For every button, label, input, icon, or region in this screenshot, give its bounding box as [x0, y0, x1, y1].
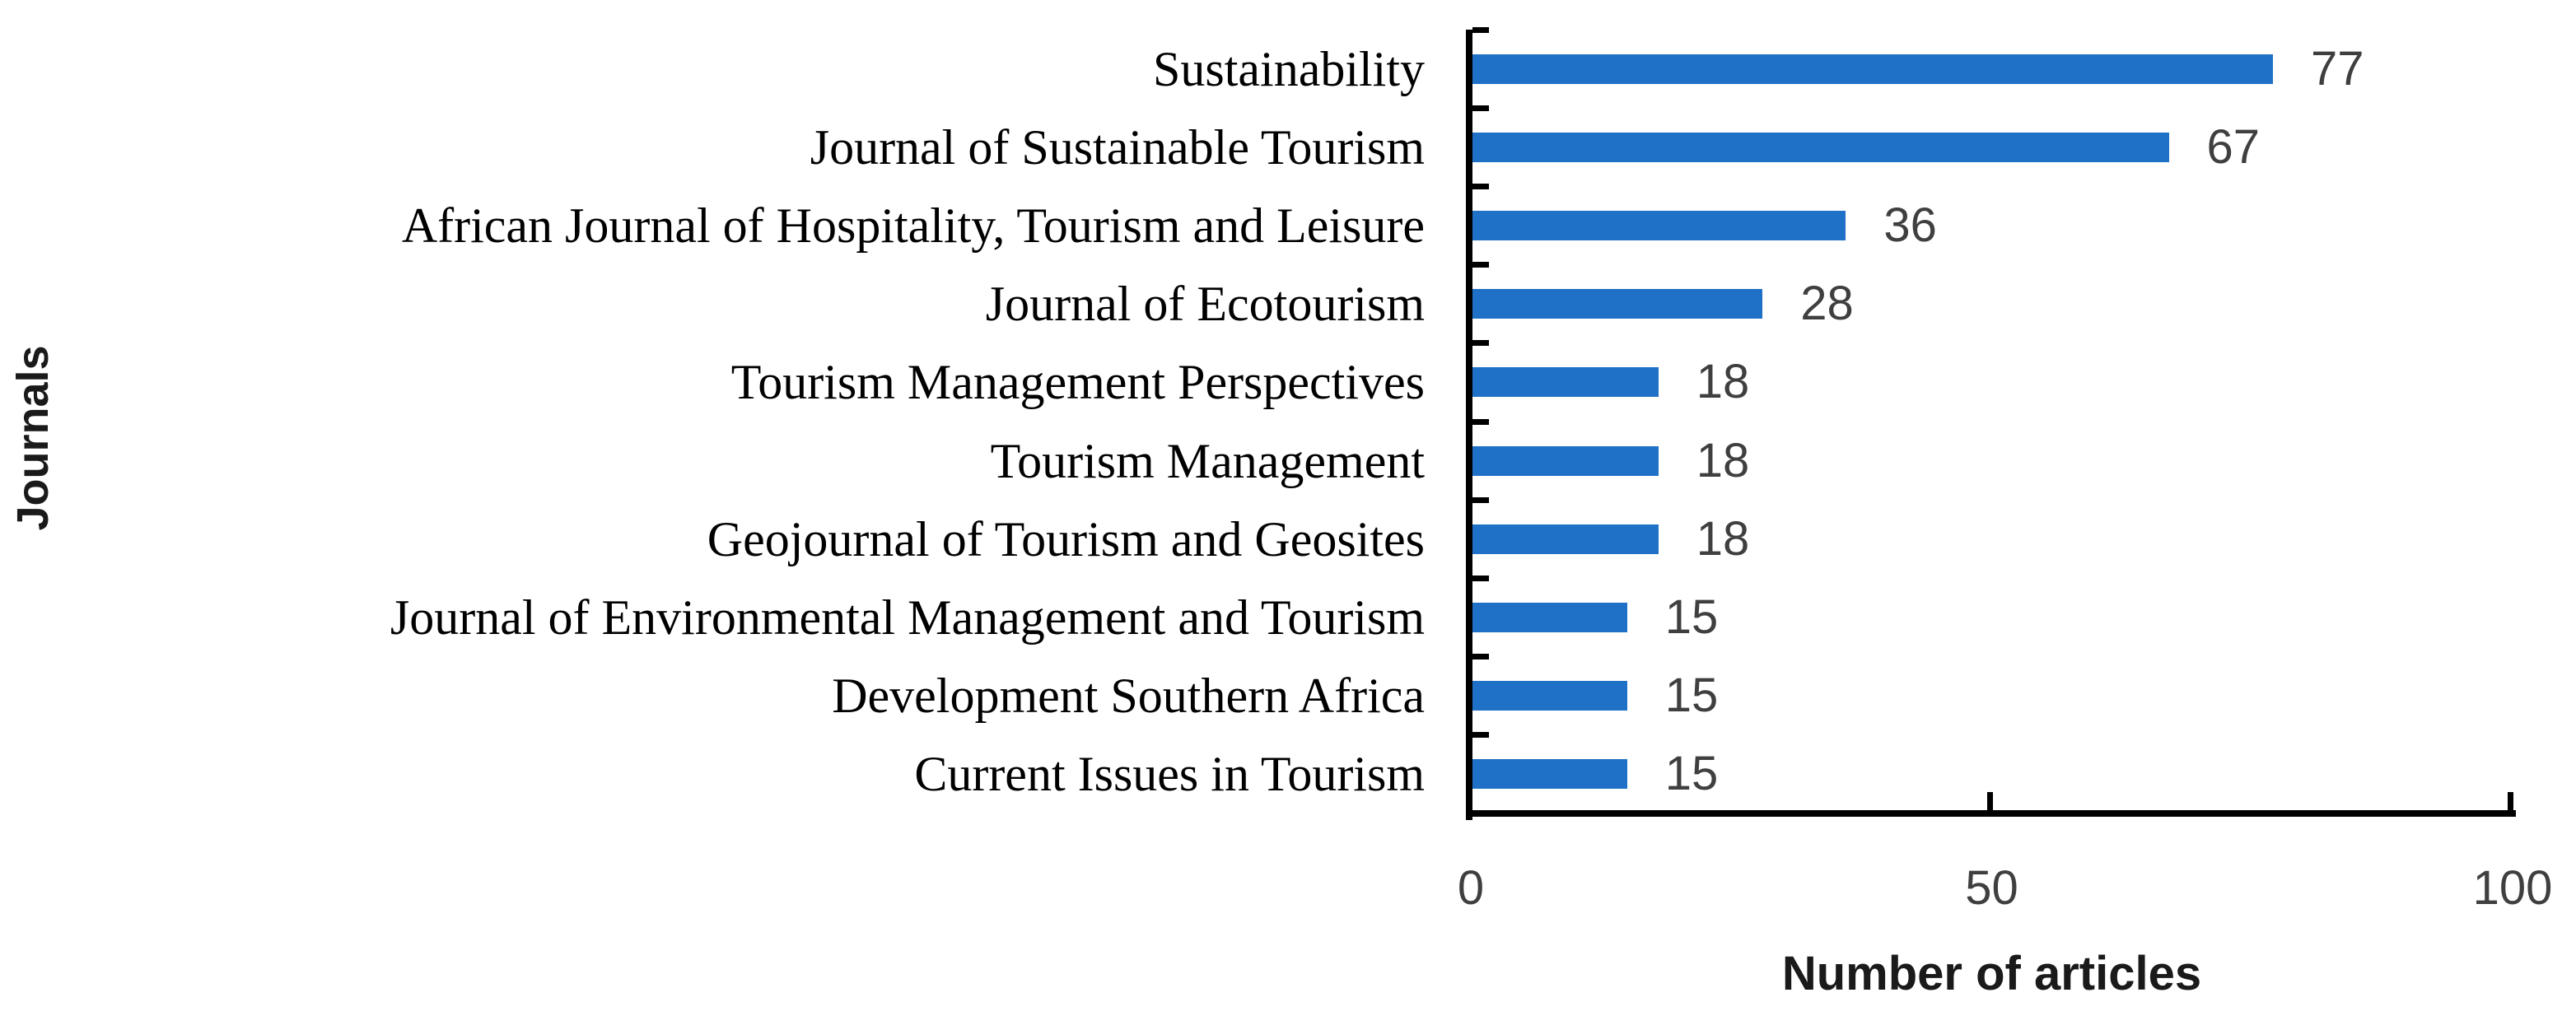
y-axis-tick: [1472, 418, 1489, 425]
bar: [1471, 132, 2169, 162]
y-axis-tick: [1472, 26, 1489, 33]
bar: [1471, 54, 2274, 84]
y-axis-tick: [1472, 732, 1489, 739]
y-axis-tick: [1472, 262, 1489, 268]
bar: [1471, 211, 1846, 240]
value-label: 15: [1664, 590, 1719, 644]
y-axis-tick: [1472, 105, 1489, 111]
value-label: 28: [1800, 277, 1854, 331]
x-axis-title: Number of articles: [1781, 947, 2202, 1000]
x-tick-label: 0: [1457, 861, 1485, 915]
bar: [1471, 603, 1627, 632]
x-tick-label: 50: [1965, 861, 2018, 915]
value-label: 18: [1696, 511, 1750, 566]
value-label: 15: [1664, 747, 1719, 801]
bar: [1471, 681, 1627, 711]
x-tick-label: 100: [2472, 861, 2553, 915]
category-label: Tourism Management: [990, 433, 1425, 488]
value-label: 15: [1664, 669, 1719, 723]
y-axis-tick: [1472, 340, 1489, 347]
x-axis-tick: [2508, 792, 2513, 810]
bar: [1471, 759, 1627, 790]
y-axis-tick: [1472, 183, 1489, 189]
value-label: 36: [1883, 198, 1937, 252]
category-label: Sustainability: [1153, 41, 1425, 96]
y-axis-line: [1466, 30, 1472, 820]
y-axis-tick: [1472, 654, 1489, 660]
value-label: 67: [2206, 119, 2261, 174]
value-label: 18: [1696, 355, 1750, 409]
bar: [1471, 289, 1763, 319]
value-label: 77: [2311, 41, 2364, 96]
category-label: Tourism Management Perspectives: [730, 355, 1425, 410]
bar: [1471, 445, 1659, 476]
bar: [1471, 367, 1659, 398]
category-label: Journal of Sustainable Tourism: [810, 119, 1425, 175]
bar: [1471, 524, 1659, 554]
category-label: Journal of Environmental Management and …: [390, 590, 1425, 645]
x-axis-line: [1466, 810, 2516, 817]
y-axis-tick: [1472, 575, 1489, 581]
category-label: Geojournal of Tourism and Geosites: [707, 511, 1425, 566]
y-axis-tick: [1472, 496, 1489, 503]
value-label: 18: [1696, 433, 1750, 487]
category-label: Journal of Ecotourism: [985, 277, 1425, 332]
category-label: Current Issues in Tourism: [914, 747, 1425, 802]
category-label: African Journal of Hospitality, Tourism …: [401, 198, 1425, 253]
category-label: Development Southern Africa: [832, 669, 1425, 724]
x-axis-tick: [1986, 792, 1993, 810]
